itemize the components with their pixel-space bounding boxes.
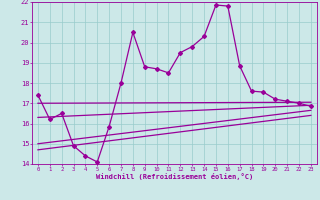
X-axis label: Windchill (Refroidissement éolien,°C): Windchill (Refroidissement éolien,°C) bbox=[96, 173, 253, 180]
